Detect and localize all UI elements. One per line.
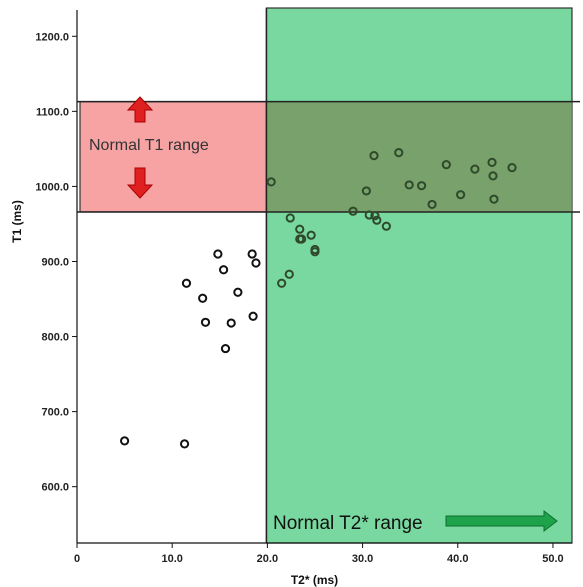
data-point xyxy=(369,151,379,161)
data-point xyxy=(248,311,258,321)
y-tick-label: 700.0 xyxy=(41,407,69,419)
data-point xyxy=(381,221,391,231)
data-point xyxy=(507,163,517,173)
data-point xyxy=(364,210,374,220)
data-point xyxy=(284,269,294,279)
data-point xyxy=(441,160,451,170)
down-arrow-icon xyxy=(126,167,154,199)
data-point xyxy=(404,180,414,190)
t1-range-band xyxy=(79,100,268,213)
data-point xyxy=(416,181,427,191)
x-tick-label: 0 xyxy=(74,553,80,565)
data-point xyxy=(198,293,208,303)
data-point xyxy=(487,157,497,167)
data-point xyxy=(247,249,257,259)
points-layer xyxy=(119,148,517,449)
data-point xyxy=(427,199,437,210)
data-point xyxy=(220,343,231,354)
regions-layer xyxy=(77,7,580,544)
data-point xyxy=(348,206,358,216)
right-arrow-icon xyxy=(445,509,558,533)
data-point xyxy=(488,171,498,181)
x-tick-label: 40.0 xyxy=(447,553,468,565)
data-point xyxy=(394,148,404,158)
data-point xyxy=(277,278,287,288)
x-tick-label: 20.0 xyxy=(257,553,278,565)
data-point xyxy=(251,258,261,268)
x-tick-label: 30.0 xyxy=(352,553,373,565)
y-tick-label: 900.0 xyxy=(41,256,69,268)
overlap-region xyxy=(266,101,572,212)
t1-range-label: Normal T1 range xyxy=(89,137,209,154)
data-point xyxy=(119,436,130,446)
data-point xyxy=(213,249,223,259)
data-point xyxy=(295,224,305,234)
x-axis-title: T2* (ms) xyxy=(291,573,338,587)
data-point xyxy=(456,190,466,200)
data-point xyxy=(372,215,382,225)
data-point xyxy=(297,234,307,244)
data-point xyxy=(470,164,480,174)
y-tick-label: 1100.0 xyxy=(36,106,69,118)
y-tick-label: 800.0 xyxy=(41,332,69,344)
axes-layer: 600.0 700.0 800.0 900.0 1000.0 1100.0 1200.0 0 1… xyxy=(10,10,572,587)
x-tick-label: 50.0 xyxy=(542,553,563,565)
data-point xyxy=(285,213,295,223)
data-point xyxy=(266,177,276,187)
data-point xyxy=(218,265,229,275)
data-point xyxy=(489,194,499,204)
data-point xyxy=(200,317,211,327)
t2-range-label: Normal T2* range xyxy=(273,513,423,534)
data-point xyxy=(233,287,243,297)
data-point xyxy=(181,278,192,288)
t2-range-region xyxy=(265,7,573,544)
labels-layer: Normal T1 range Normal T2* range xyxy=(89,96,558,534)
data-point xyxy=(361,186,371,196)
data-point xyxy=(370,211,380,221)
y-axis-title: T1 (ms) xyxy=(10,200,24,243)
up-arrow-icon xyxy=(126,96,154,123)
y-tick-label: 600.0 xyxy=(41,482,69,494)
data-point xyxy=(226,318,236,328)
data-point xyxy=(310,247,320,257)
y-tick-label: 1200.0 xyxy=(35,31,69,43)
data-point xyxy=(306,230,316,240)
data-point xyxy=(179,439,190,449)
y-tick-label: 1000.0 xyxy=(35,181,69,193)
x-tick-label: 10.0 xyxy=(161,553,182,565)
